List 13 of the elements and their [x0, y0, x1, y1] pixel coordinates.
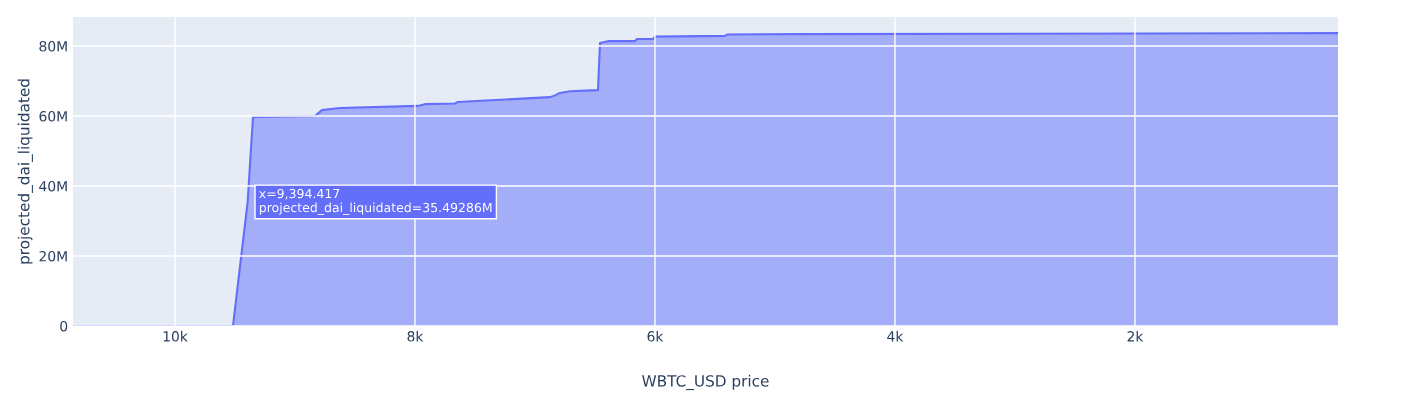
- y-tick-label: 60M: [39, 111, 67, 122]
- y-tick-label: 0: [60, 320, 68, 332]
- annotation: x=9,394.417 projected_dai_liquidated=35.49286M: [259, 188, 492, 216]
- y-tick-label: 80M: [39, 41, 67, 52]
- y-tick-label: 20M: [39, 250, 67, 262]
- x-tick-label: 10k: [163, 330, 188, 342]
- y-axis-title: projected_dai_liquidated: [17, 79, 33, 264]
- y-tick-label: 40M: [39, 180, 67, 192]
- x-tick-label: 8k: [407, 330, 424, 342]
- x-axis-title: WBTC_USD price: [642, 374, 769, 391]
- x-tick-label: 4k: [887, 330, 904, 342]
- x-tick-label: 6k: [647, 330, 664, 342]
- x-tick-label: 2k: [1127, 330, 1144, 342]
